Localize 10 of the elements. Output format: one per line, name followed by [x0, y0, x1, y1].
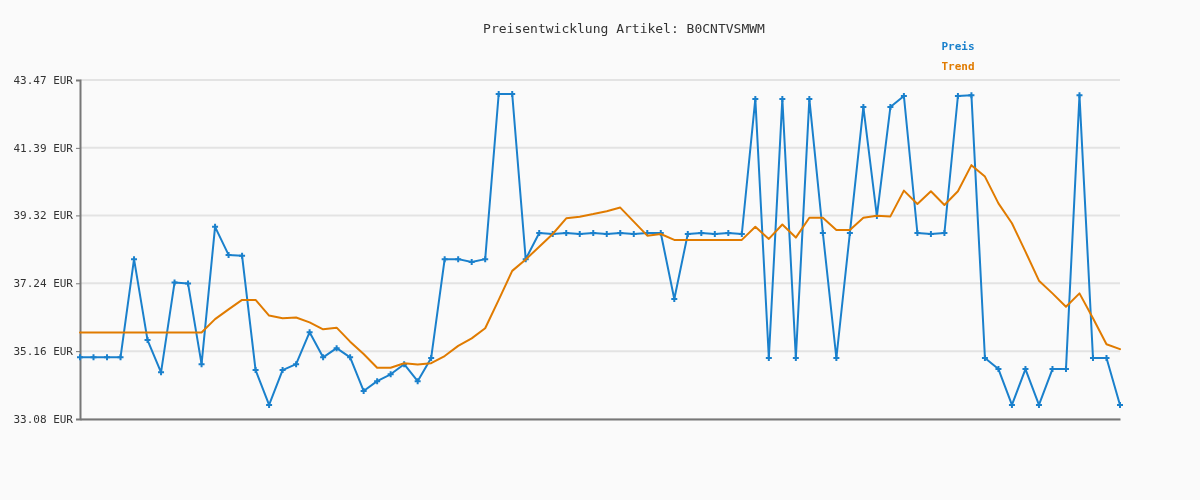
text: Preis [941, 40, 975, 53]
y-tick-label: 41.39 EUR [13, 141, 74, 155]
y-tick-label: 37.24 EUR [13, 277, 74, 291]
y-tick-label: 43.47 EUR [13, 74, 74, 88]
line-series [79, 164, 1121, 369]
y-tick-label: 35.16 EUR [13, 345, 74, 359]
y-tick-label: 39.32 EUR [13, 209, 74, 223]
text: Trend [941, 60, 975, 73]
y-tick-label: 33.08 EUR [13, 413, 74, 427]
chart-title: Preisentwicklung Artikel: B0CNTVSMWM [483, 21, 766, 36]
